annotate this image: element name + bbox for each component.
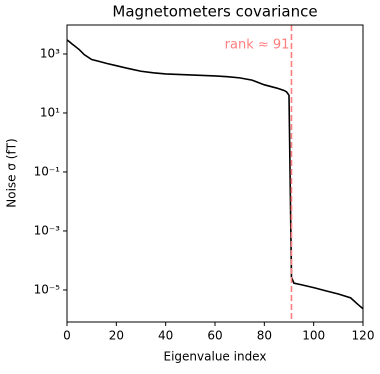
- x-tick-label: 40: [158, 329, 173, 343]
- x-tick-label: 80: [257, 329, 272, 343]
- y-tick-label: 10⁻⁵: [34, 282, 61, 296]
- plot-frame: [66, 24, 364, 323]
- rank-label: rank ≈ 91: [225, 38, 290, 53]
- x-tick-label: 60: [207, 329, 222, 343]
- x-tick-label: 0: [63, 329, 71, 343]
- chart-title: Magnetometers covariance: [112, 3, 317, 21]
- y-axis-label: Noise σ (fT): [5, 138, 19, 207]
- y-tick-label: 10⁻³: [34, 223, 61, 237]
- line: [66, 39, 364, 310]
- x-tick-label: 120: [352, 329, 375, 343]
- x-tick-label: 100: [302, 329, 325, 343]
- x-axis-label: Eigenvalue index: [164, 350, 267, 364]
- y-tick-label: 10¹: [40, 105, 60, 119]
- x-tick-label: 20: [109, 329, 124, 343]
- y-tick-label: 10⁻¹: [34, 164, 61, 178]
- y-tick-label: 10³: [40, 46, 60, 60]
